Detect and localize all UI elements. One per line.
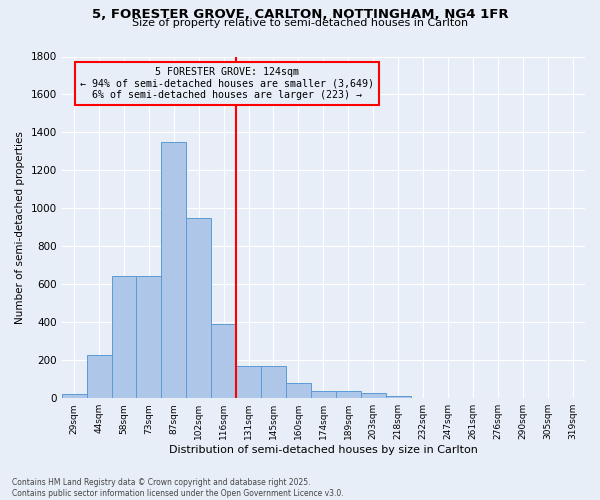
Text: Contains HM Land Registry data © Crown copyright and database right 2025.
Contai: Contains HM Land Registry data © Crown c…: [12, 478, 344, 498]
Bar: [86, 354, 112, 398]
X-axis label: Distribution of semi-detached houses by size in Carlton: Distribution of semi-detached houses by …: [169, 445, 478, 455]
Bar: [211, 324, 236, 398]
Text: 5, FORESTER GROVE, CARLTON, NOTTINGHAM, NG4 1FR: 5, FORESTER GROVE, CARLTON, NOTTINGHAM, …: [92, 8, 508, 20]
Bar: [236, 366, 261, 398]
Text: 5 FORESTER GROVE: 124sqm
← 94% of semi-detached houses are smaller (3,649)
6% of: 5 FORESTER GROVE: 124sqm ← 94% of semi-d…: [80, 67, 374, 100]
Bar: [336, 390, 361, 398]
Bar: [62, 394, 86, 398]
Bar: [136, 276, 161, 398]
Bar: [261, 366, 286, 398]
Bar: [161, 142, 186, 398]
Y-axis label: Number of semi-detached properties: Number of semi-detached properties: [15, 131, 25, 324]
Bar: [112, 276, 136, 398]
Text: Size of property relative to semi-detached houses in Carlton: Size of property relative to semi-detach…: [132, 18, 468, 28]
Bar: [311, 390, 336, 398]
Bar: [286, 383, 311, 398]
Bar: [361, 393, 386, 398]
Bar: [186, 218, 211, 398]
Bar: [386, 396, 410, 398]
